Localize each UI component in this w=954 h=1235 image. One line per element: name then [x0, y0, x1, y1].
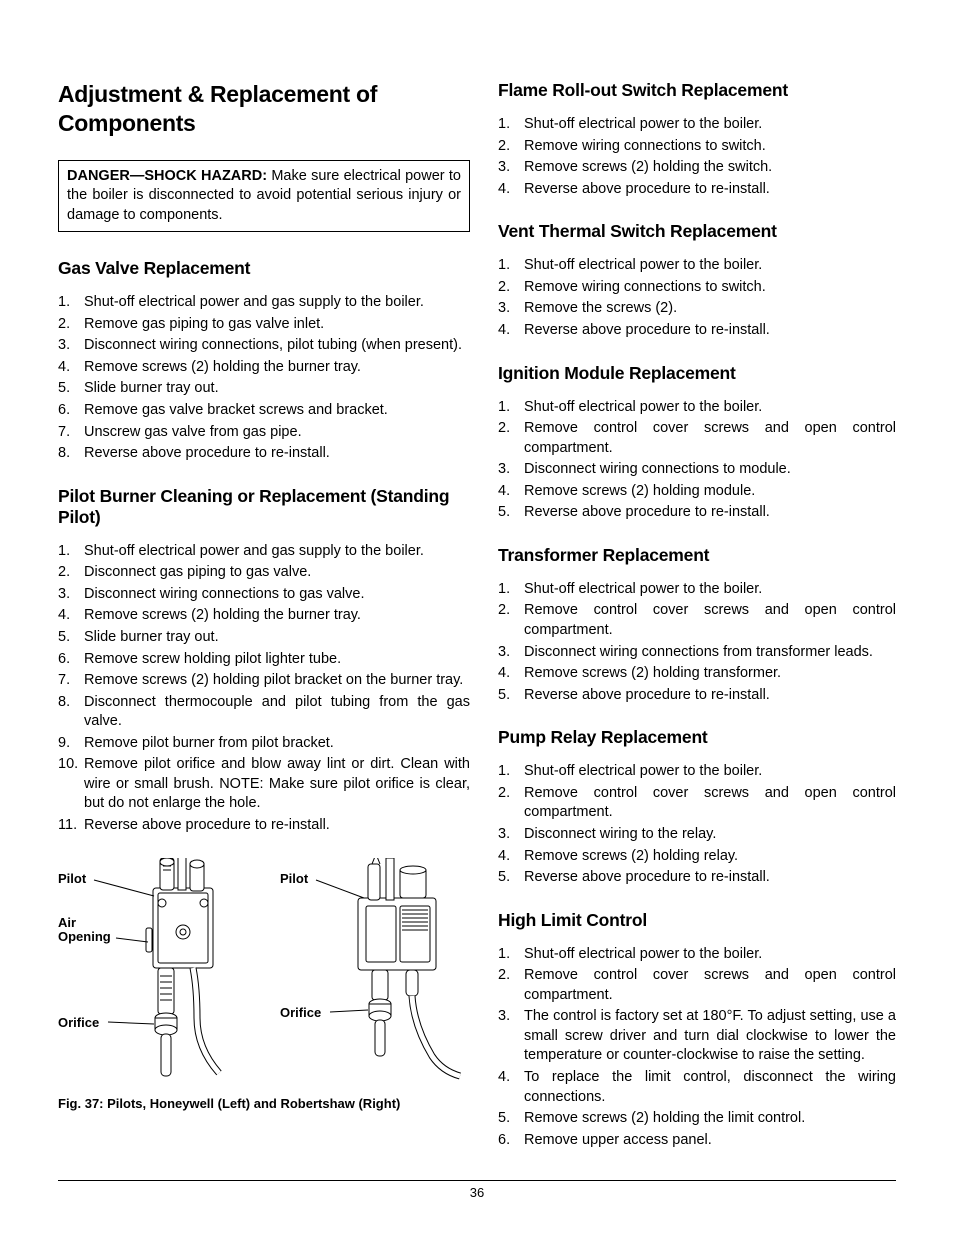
section-title: Flame Roll-out Switch Replacement: [498, 80, 896, 101]
list-item: Disconnect wiring connections, pilot tub…: [84, 336, 470, 356]
list-item: Remove gas piping to gas valve inlet.: [84, 315, 470, 335]
list-item: Reverse above procedure to re-install.: [524, 180, 896, 200]
danger-lead: DANGER—SHOCK HAZARD:: [67, 168, 267, 184]
pilot-honeywell: Pilot Air Opening Orifice: [58, 858, 258, 1088]
list-item: Reverse above procedure to re-install.: [524, 868, 896, 888]
page-footer: 36: [58, 1180, 896, 1200]
list-item: Remove control cover screws and open con…: [524, 601, 896, 640]
pilot-robertshaw: Pilot Orifice: [280, 858, 470, 1088]
list-item: Disconnect gas piping to gas valve.: [84, 563, 470, 583]
list-item: Remove screws (2) holding the burner tra…: [84, 606, 470, 626]
list-item: Unscrew gas valve from gas pipe.: [84, 423, 470, 443]
label-orifice-right: Orifice: [280, 1006, 321, 1020]
list-item: Reverse above procedure to re-install.: [84, 444, 470, 464]
list-item: Disconnect wiring connections to module.: [524, 460, 896, 480]
list-item: Remove wiring connections to switch.: [524, 137, 896, 157]
list-item: Slide burner tray out.: [84, 628, 470, 648]
list-item: Shut-off electrical power to the boiler.: [524, 256, 896, 276]
list-item: Remove control cover screws and open con…: [524, 419, 896, 458]
ordered-list: Shut-off electrical power to the boiler.…: [498, 945, 896, 1151]
list-item: Disconnect thermocouple and pilot tubing…: [84, 693, 470, 732]
list-item: Remove pilot burner from pilot bracket.: [84, 734, 470, 754]
label-orifice-left: Orifice: [58, 1016, 99, 1030]
section-title: Pump Relay Replacement: [498, 727, 896, 748]
list-item: Reverse above procedure to re-install.: [524, 686, 896, 706]
section-flame-rollout: Flame Roll-out Switch Replacement Shut-o…: [498, 80, 896, 199]
list-item: Remove screws (2) holding the limit cont…: [524, 1109, 896, 1129]
list-item: Shut-off electrical power to the boiler.: [524, 580, 896, 600]
section-vent-thermal: Vent Thermal Switch Replacement Shut-off…: [498, 221, 896, 340]
list-item: Reverse above procedure to re-install.: [524, 503, 896, 523]
section-high-limit: High Limit Control Shut-off electrical p…: [498, 910, 896, 1151]
list-item: Remove screws (2) holding pilot bracket …: [84, 671, 470, 691]
label-pilot-left: Pilot: [58, 872, 86, 886]
list-item: Reverse above procedure to re-install.: [84, 816, 470, 836]
list-item: Remove gas valve bracket screws and brac…: [84, 401, 470, 421]
label-pilot-right: Pilot: [280, 872, 308, 886]
right-column: Flame Roll-out Switch Replacement Shut-o…: [498, 80, 896, 1172]
ordered-list: Shut-off electrical power to the boiler.…: [498, 762, 896, 887]
list-item: Remove pilot orifice and blow away lint …: [84, 755, 470, 814]
list-item: Disconnect wiring connections to gas val…: [84, 585, 470, 605]
section-ignition: Ignition Module Replacement Shut-off ele…: [498, 363, 896, 523]
section-title: Gas Valve Replacement: [58, 258, 470, 279]
danger-box: DANGER—SHOCK HAZARD: Make sure electrica…: [58, 160, 470, 233]
list-item: Disconnect wiring to the relay.: [524, 825, 896, 845]
list-item: Shut-off electrical power to the boiler.: [524, 945, 896, 965]
list-item: Remove screws (2) holding relay.: [524, 847, 896, 867]
section-title: Ignition Module Replacement: [498, 363, 896, 384]
list-item: Shut-off electrical power to the boiler.: [524, 115, 896, 135]
ordered-list: Shut-off electrical power to the boiler.…: [498, 580, 896, 705]
section-title: Vent Thermal Switch Replacement: [498, 221, 896, 242]
section-title: High Limit Control: [498, 910, 896, 931]
list-item: Remove control cover screws and open con…: [524, 966, 896, 1005]
list-item: Remove the screws (2).: [524, 299, 896, 319]
section-title: Transformer Replacement: [498, 545, 896, 566]
page-body: Adjustment & Replacement of Components D…: [58, 80, 896, 1172]
list-item: Slide burner tray out.: [84, 379, 470, 399]
page-number: 36: [470, 1185, 484, 1200]
list-item: Remove wiring connections to switch.: [524, 278, 896, 298]
list-item: Shut-off electrical power and gas supply…: [84, 542, 470, 562]
list-item: Shut-off electrical power and gas supply…: [84, 293, 470, 313]
figure-row: Pilot Air Opening Orifice: [58, 858, 470, 1088]
list-item: The control is factory set at 180°F. To …: [524, 1007, 896, 1066]
list-item: Remove upper access panel.: [524, 1131, 896, 1151]
list-item: Remove screws (2) holding transformer.: [524, 664, 896, 684]
list-item: Remove control cover screws and open con…: [524, 784, 896, 823]
ordered-list: Shut-off electrical power and gas supply…: [58, 293, 470, 464]
page-title: Adjustment & Replacement of Components: [58, 80, 470, 138]
section-transformer: Transformer Replacement Shut-off electri…: [498, 545, 896, 705]
ordered-list: Shut-off electrical power and gas supply…: [58, 542, 470, 836]
pilot-honeywell-svg: [58, 858, 258, 1088]
section-pilot-burner: Pilot Burner Cleaning or Replacement (St…: [58, 486, 470, 836]
list-item: Remove screw holding pilot lighter tube.: [84, 650, 470, 670]
list-item: Reverse above procedure to re-install.: [524, 321, 896, 341]
section-title: Pilot Burner Cleaning or Replacement (St…: [58, 486, 470, 528]
ordered-list: Shut-off electrical power to the boiler.…: [498, 398, 896, 523]
list-item: Remove screws (2) holding module.: [524, 482, 896, 502]
list-item: Shut-off electrical power to the boiler.: [524, 398, 896, 418]
figure-caption: Fig. 37: Pilots, Honeywell (Left) and Ro…: [58, 1096, 470, 1111]
left-column: Adjustment & Replacement of Components D…: [58, 80, 470, 1172]
ordered-list: Shut-off electrical power to the boiler.…: [498, 115, 896, 199]
list-item: Disconnect wiring connections from trans…: [524, 643, 896, 663]
list-item: Remove screws (2) holding the switch.: [524, 158, 896, 178]
label-air-opening: Air Opening: [58, 916, 111, 945]
ordered-list: Shut-off electrical power to the boiler.…: [498, 256, 896, 340]
section-pump-relay: Pump Relay Replacement Shut-off electric…: [498, 727, 896, 887]
pilot-robertshaw-svg: [280, 858, 470, 1088]
figure-37: Pilot Air Opening Orifice: [58, 858, 470, 1111]
list-item: To replace the limit control, disconnect…: [524, 1068, 896, 1107]
section-gas-valve: Gas Valve Replacement Shut-off electrica…: [58, 258, 470, 464]
list-item: Remove screws (2) holding the burner tra…: [84, 358, 470, 378]
list-item: Shut-off electrical power to the boiler.: [524, 762, 896, 782]
